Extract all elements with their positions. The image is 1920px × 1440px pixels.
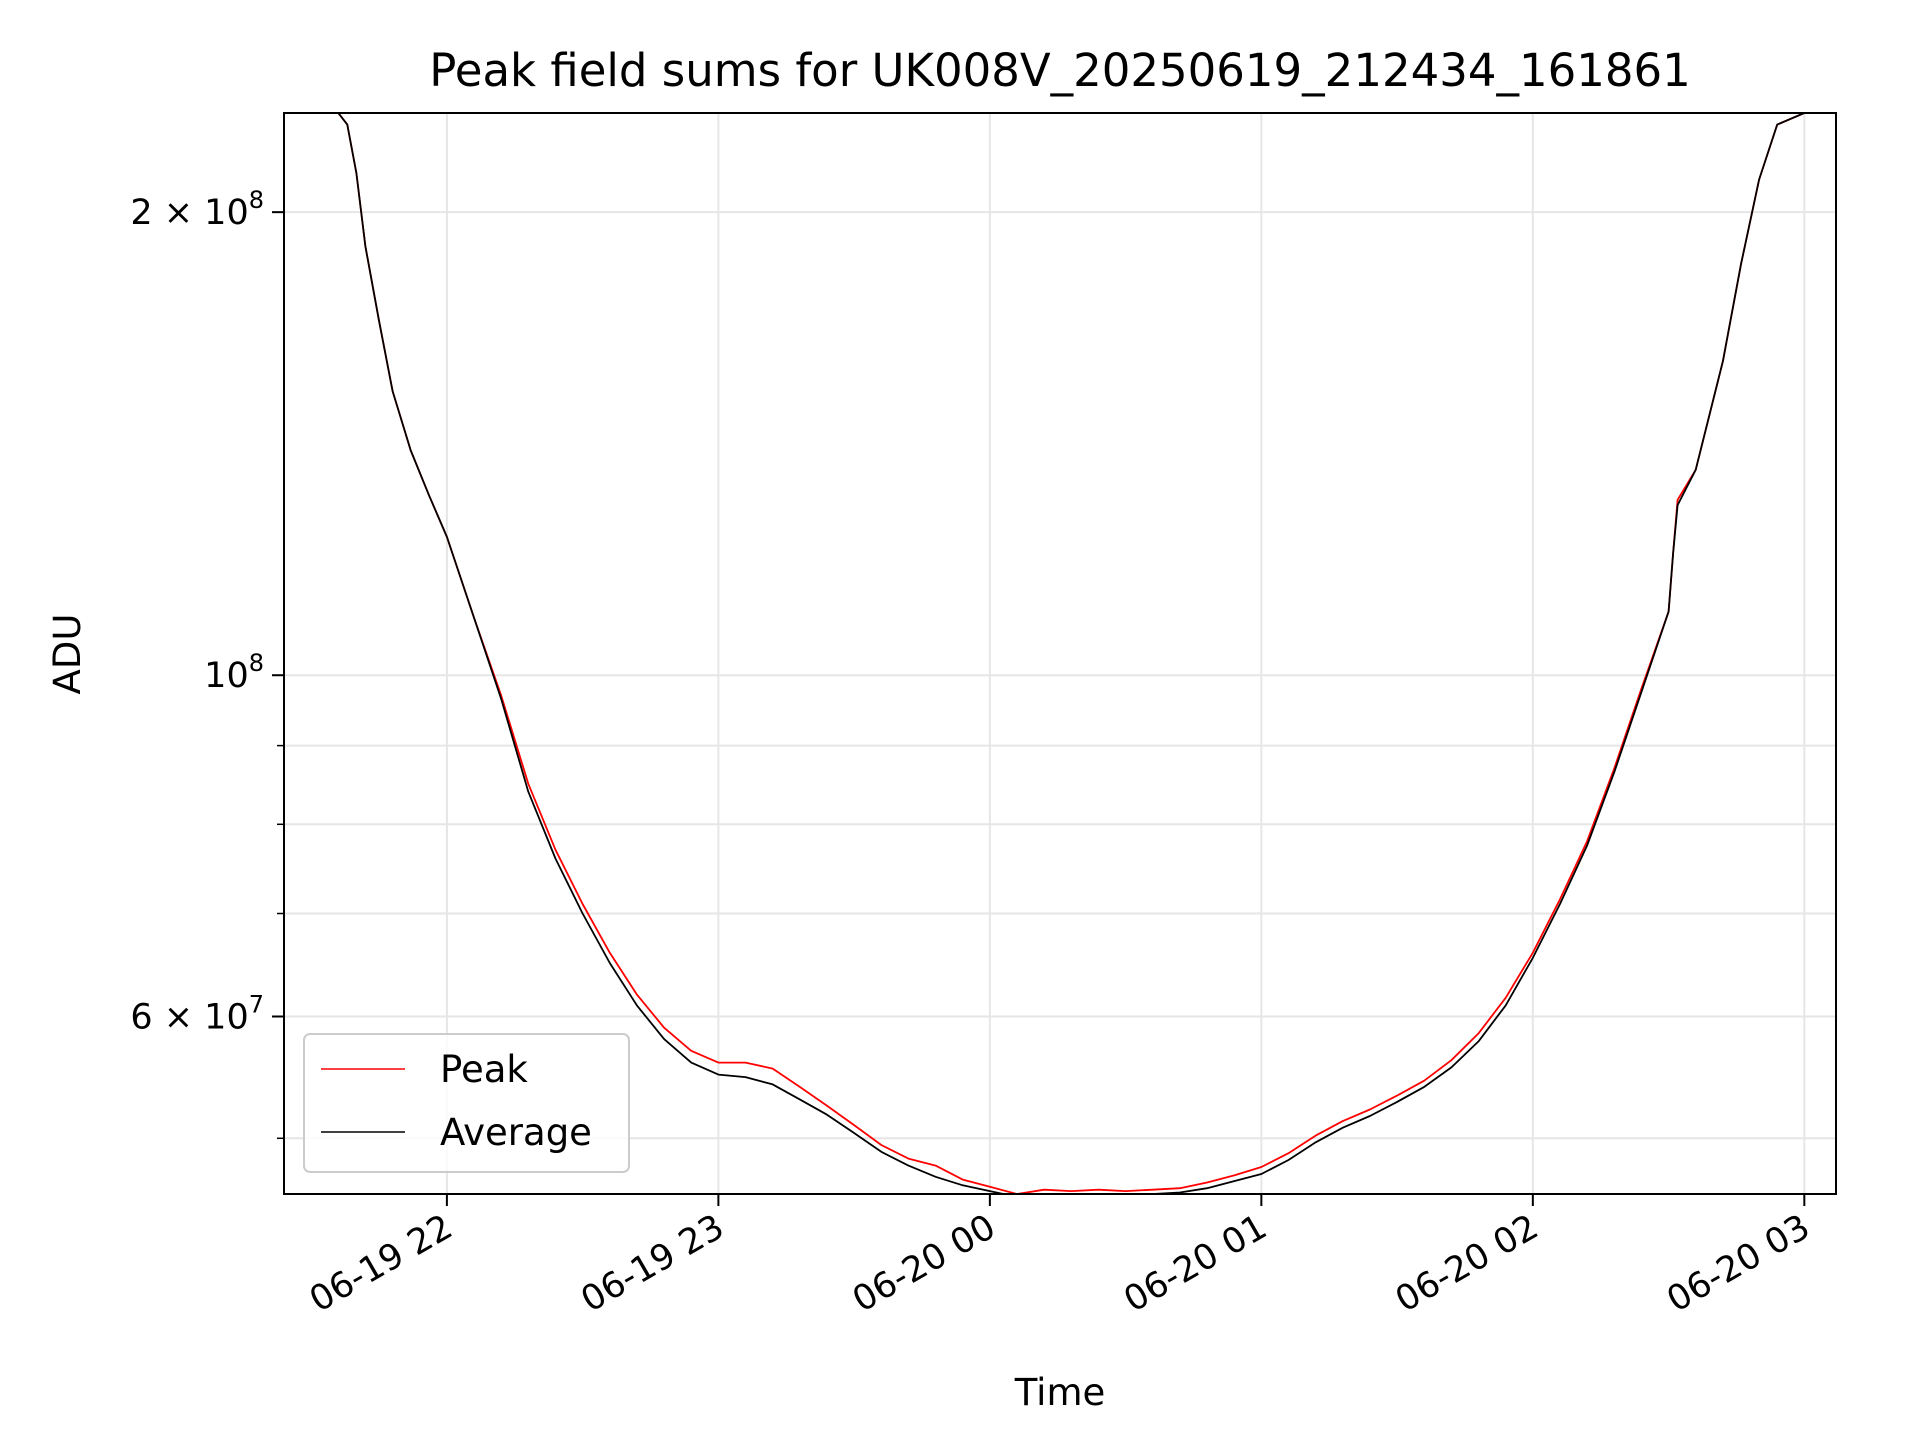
y-tick-label: 2 × 108 <box>130 186 264 233</box>
y-axis-label: ADU <box>46 614 89 695</box>
chart-title: Peak field sums for UK008V_20250619_2124… <box>429 44 1691 97</box>
legend-label-average: Average <box>440 1111 592 1154</box>
series-layer <box>284 113 1836 1194</box>
y-tick-label: 6 × 107 <box>130 990 264 1037</box>
legend: Peak Average <box>303 1033 630 1173</box>
y-tick-label: 108 <box>204 649 264 696</box>
grid <box>284 113 1836 1194</box>
x-axis-label: Time <box>1014 1371 1106 1414</box>
legend-label-peak: Peak <box>440 1048 528 1091</box>
plot-frame <box>283 112 1837 1195</box>
series-line-average <box>284 113 1836 1194</box>
